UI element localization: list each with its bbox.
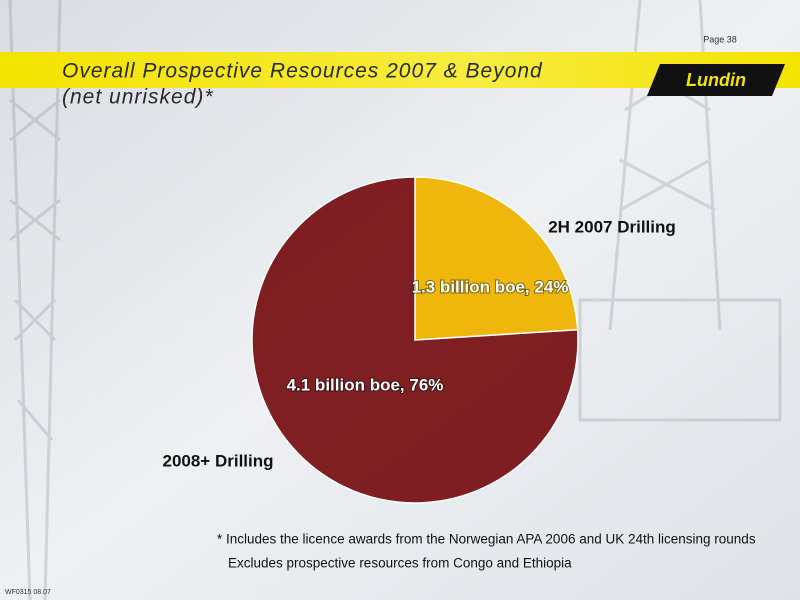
value-label: 4.1 billion boe, 76%: [287, 375, 444, 394]
pie-slice: [251, 176, 579, 504]
page-number: Page 38: [703, 34, 737, 44]
footnote: Excludes prospective resources from Cong…: [228, 556, 572, 571]
logo-box: [647, 64, 785, 96]
pie-slice: [414, 176, 579, 341]
background-rig: [8, 0, 782, 600]
category-label: 2008+ Drilling: [162, 451, 273, 470]
value-label: 1.3 billion boe, 24%: [412, 277, 569, 296]
logo: Lundin: [686, 70, 746, 90]
chart-title: Overall Prospective Resources 2007 & Bey…: [62, 60, 543, 83]
category-label: 2H 2007 Drilling: [548, 217, 676, 236]
pie-chart: 2H 2007 Drilling 2008+ Drilling 1.3 billio…: [162, 176, 676, 504]
chart-subtitle: (net unrisked)*: [62, 86, 214, 109]
document-code: WF0315 08.07: [5, 589, 51, 596]
footnote: * Includes the licence awards from the N…: [217, 532, 756, 547]
